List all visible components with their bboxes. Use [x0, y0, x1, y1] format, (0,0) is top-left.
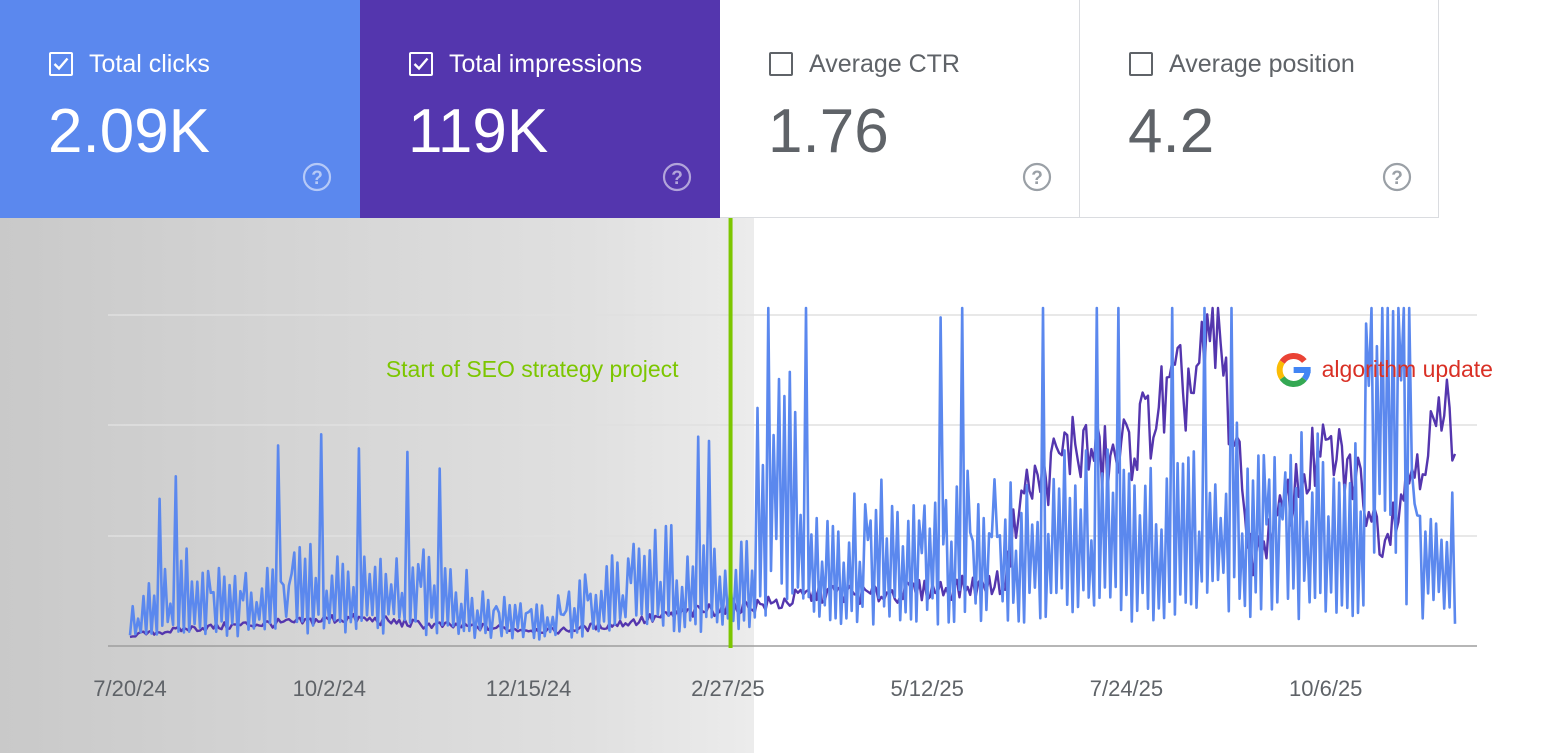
metric-label: Average CTR [809, 50, 960, 78]
metric-label: Average position [1169, 50, 1355, 78]
x-tick-label: 10/6/25 [1289, 676, 1362, 701]
series-layer [128, 306, 1457, 641]
checkbox-icon[interactable] [49, 52, 73, 76]
x-axis-ticks: 7/20/24 10/2/24 12/15/24 2/27/25 5/12/25 7/24… [93, 676, 1362, 701]
metric-label: Total impressions [449, 50, 643, 78]
metric-value: 1.76 [768, 97, 889, 166]
google-g-bar [1293, 367, 1311, 373]
x-tick-label: 10/2/24 [293, 676, 366, 701]
google-g-segment [1279, 376, 1307, 387]
metric-label: Total clicks [89, 50, 210, 78]
metric-cards: Total clicks 2.09K ? Total impressions 1… [0, 0, 1440, 218]
google-g-segment [1276, 360, 1285, 380]
pre-project-shaded-period [0, 218, 754, 753]
performance-chart-area: Start of SEO strategy project algorithm … [0, 218, 1562, 753]
metric-value: 119K [408, 97, 549, 166]
checkbox-icon[interactable] [1129, 52, 1153, 76]
checkbox-icon[interactable] [409, 52, 433, 76]
metric-card-average-ctr[interactable]: Average CTR 1.76 ? [720, 0, 1080, 218]
svg-text:?: ? [1391, 168, 1403, 189]
x-tick-label: 2/27/25 [691, 676, 764, 701]
performance-chart: Start of SEO strategy project algorithm … [0, 218, 1493, 753]
checkbox-icon[interactable] [769, 52, 793, 76]
svg-text:?: ? [671, 168, 683, 189]
help-circle-icon[interactable]: ? [1382, 162, 1412, 192]
x-tick-label: 5/12/25 [890, 676, 963, 701]
metric-card-total-impressions[interactable]: Total impressions 119K ? [360, 0, 720, 218]
help-circle-icon[interactable]: ? [662, 162, 692, 192]
metric-card-average-position[interactable]: Average position 4.2 ? [1080, 0, 1439, 218]
seo-project-start-label: Start of SEO strategy project [386, 356, 679, 382]
metric-value: 2.09K [48, 97, 211, 166]
help-circle-icon[interactable]: ? [1022, 162, 1052, 192]
x-tick-label: 7/20/24 [93, 676, 166, 701]
algorithm-update-label: algorithm update [1322, 356, 1493, 382]
metric-value: 4.2 [1128, 97, 1215, 166]
svg-text:?: ? [311, 168, 323, 189]
metric-card-total-clicks[interactable]: Total clicks 2.09K ? [0, 0, 360, 218]
svg-text:?: ? [1031, 168, 1043, 189]
x-tick-label: 12/15/24 [486, 676, 572, 701]
help-circle-icon[interactable]: ? [302, 162, 332, 192]
series-line-total-clicks [128, 306, 1457, 641]
google-g-logo [1276, 353, 1311, 387]
google-g-segment [1279, 353, 1307, 364]
x-tick-label: 7/24/25 [1090, 676, 1163, 701]
